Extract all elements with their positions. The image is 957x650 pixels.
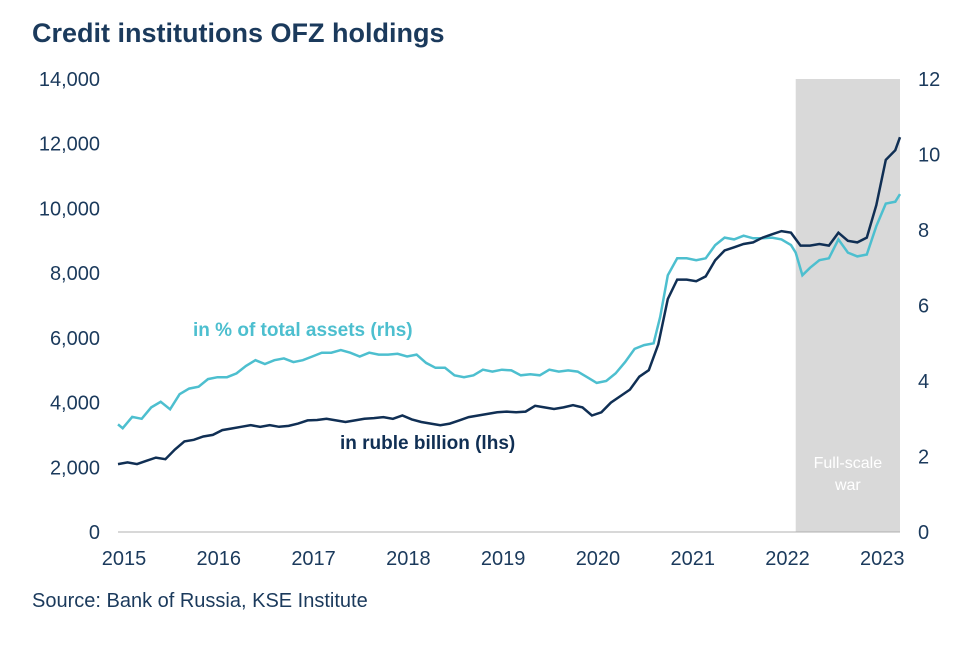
x-tick-label: 2023 bbox=[860, 548, 905, 570]
left-tick-label: 4,000 bbox=[50, 393, 100, 415]
right-axis-ticks: 0 2 4 6 8 10 12 bbox=[918, 69, 940, 544]
left-tick-label: 12,000 bbox=[39, 134, 100, 156]
x-tick-label: 2015 bbox=[102, 548, 147, 570]
x-axis-ticks: 2015 2016 2017 2018 2019 2020 2021 2022 2023 bbox=[102, 548, 905, 570]
right-tick-label: 2 bbox=[918, 447, 929, 469]
right-tick-label: 12 bbox=[918, 69, 940, 91]
left-tick-label: 8,000 bbox=[50, 263, 100, 285]
x-tick-label: 2021 bbox=[670, 548, 715, 570]
x-tick-label: 2018 bbox=[386, 548, 431, 570]
source-note: Source: Bank of Russia, KSE Institute bbox=[32, 590, 368, 612]
left-tick-label: 0 bbox=[89, 522, 100, 544]
x-tick-label: 2017 bbox=[291, 548, 336, 570]
right-tick-label: 6 bbox=[918, 296, 929, 318]
shading-label-line2: war bbox=[834, 477, 861, 494]
left-tick-label: 14,000 bbox=[39, 69, 100, 91]
series-line-ruble-billion bbox=[117, 136, 902, 466]
right-tick-label: 0 bbox=[918, 522, 929, 544]
x-tick-label: 2022 bbox=[765, 548, 810, 570]
left-tick-label: 2,000 bbox=[50, 457, 100, 479]
right-tick-label: 8 bbox=[918, 220, 929, 242]
series-label-pct-total-assets: in % of total assets (rhs) bbox=[193, 320, 413, 341]
x-tick-label: 2016 bbox=[197, 548, 242, 570]
series-label-ruble-billion: in ruble billion (lhs) bbox=[340, 433, 515, 454]
left-tick-label: 6,000 bbox=[50, 328, 100, 350]
x-tick-label: 2020 bbox=[576, 548, 621, 570]
shading-label-line1: Full-scale bbox=[814, 455, 883, 472]
right-tick-label: 10 bbox=[918, 145, 940, 167]
series-line-pct-total-assets bbox=[117, 193, 902, 430]
chart-title: Credit institutions OFZ holdings bbox=[32, 18, 445, 48]
x-tick-label: 2019 bbox=[481, 548, 526, 570]
full-scale-war-shading bbox=[795, 79, 900, 532]
left-tick-label: 10,000 bbox=[39, 198, 100, 220]
right-tick-label: 4 bbox=[918, 371, 929, 393]
left-axis-ticks: 0 2,000 4,000 6,000 8,000 10,000 12,000 14,000 bbox=[39, 69, 100, 544]
